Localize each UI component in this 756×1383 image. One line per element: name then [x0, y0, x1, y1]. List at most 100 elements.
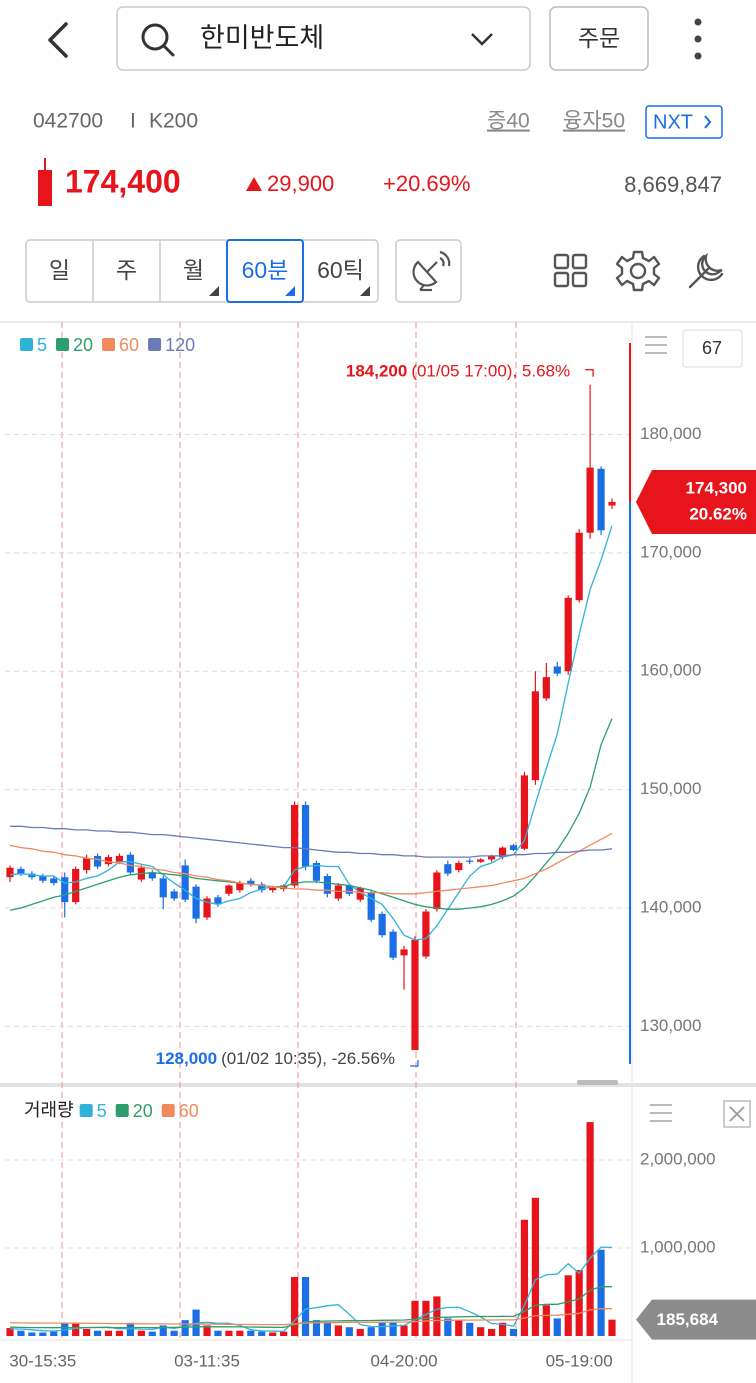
nxt-label[interactable]: NXT [653, 111, 693, 133]
candle-body [61, 877, 69, 903]
panel-menu[interactable] [650, 1104, 672, 1122]
volume-bar [542, 1305, 550, 1336]
settings-icon[interactable] [615, 250, 661, 292]
order-button-label[interactable]: 주문 [578, 25, 620, 51]
period-tab[interactable]: 주 [116, 257, 137, 283]
moving-average-line [10, 825, 613, 858]
candle-body [50, 878, 58, 884]
x-tick-label: 04-20:00 [370, 1351, 437, 1370]
more-menu[interactable] [694, 18, 702, 60]
x-tick-label: 30-15:35 [9, 1351, 76, 1370]
candle-body [258, 884, 266, 891]
scroll-handle[interactable] [577, 1080, 618, 1085]
legend-label: 20 [73, 335, 93, 355]
candle-body [225, 885, 233, 894]
panel-menu[interactable] [645, 336, 667, 354]
candle-body [444, 864, 452, 874]
volume-bar [72, 1322, 80, 1336]
legend-label: 5 [97, 1101, 107, 1121]
candle-body [477, 859, 485, 862]
period-tab[interactable]: 60분 [242, 257, 289, 283]
last-volume-label: 185,684 [657, 1310, 719, 1329]
tools-icon[interactable] [688, 252, 724, 289]
indicator-count[interactable]: 67 [702, 338, 722, 358]
candle-body [93, 855, 102, 867]
close-icon [729, 1106, 745, 1122]
volume-bar [104, 1330, 113, 1336]
x-tick-label: 05-19:00 [546, 1351, 613, 1370]
legend-swatch [115, 1104, 129, 1117]
up-arrow [246, 177, 262, 191]
candle-body [520, 775, 529, 849]
nxt-button[interactable] [645, 105, 723, 139]
stock-index: K200 [149, 110, 198, 133]
volume-bar [400, 1325, 408, 1336]
search-icon [162, 44, 175, 57]
order-button[interactable] [549, 6, 649, 71]
candle-body [192, 886, 200, 919]
volume-bar [126, 1322, 134, 1336]
candle-body [323, 876, 332, 894]
y-tick-label: 1,000,000 [640, 1237, 716, 1256]
volume-bar [389, 1322, 397, 1336]
candle-body [39, 876, 47, 881]
legend-swatch [79, 1104, 93, 1117]
volume-bar [345, 1327, 353, 1336]
candle-body [597, 468, 605, 531]
period-tab[interactable]: 60틱 [317, 257, 364, 283]
moving-average-line [9, 525, 613, 941]
volume-bar [477, 1327, 485, 1336]
tab-corner [209, 286, 219, 296]
last-volume-tag [636, 1299, 756, 1340]
volume-bar [93, 1330, 102, 1336]
volume-bar [367, 1327, 375, 1336]
volume-bar [356, 1328, 364, 1336]
volume-bar [455, 1320, 463, 1336]
volume-bar [148, 1331, 156, 1336]
volume-bar [564, 1275, 572, 1336]
tab-corner [285, 286, 295, 296]
volume-bar [498, 1322, 507, 1336]
period-tab[interactable]: 일 [49, 257, 70, 283]
stock-code: 042700 [33, 110, 103, 133]
volume-bar [137, 1330, 145, 1336]
volume-bar [531, 1197, 539, 1336]
period-tab[interactable]: 월 [183, 257, 204, 283]
nxt-chevron [704, 115, 712, 129]
volume-bar [203, 1325, 211, 1336]
candle-body [6, 867, 14, 878]
indicator-box[interactable] [682, 329, 743, 368]
search-text[interactable]: 한미반도체 [200, 23, 324, 53]
volume-bar [334, 1325, 342, 1336]
volume-bar [28, 1332, 36, 1336]
period-tabs: 일 주 월 60분 60틱 [25, 239, 379, 303]
candle-body [498, 847, 507, 858]
margin-rate[interactable]: 증40 [487, 110, 530, 133]
volume-bar [115, 1330, 124, 1336]
legend-label: 5 [37, 335, 47, 355]
volume-bar [553, 1318, 561, 1336]
y-tick-label: 160,000 [640, 661, 701, 680]
candle-body [269, 887, 277, 891]
volume-bar [520, 1219, 529, 1336]
candle-body [564, 597, 572, 672]
candle-body [126, 854, 134, 873]
candle-body [553, 666, 561, 674]
legend-title: 거래량 [24, 1100, 74, 1120]
legend-label: 60 [119, 335, 139, 355]
back-button[interactable] [48, 22, 68, 58]
dropdown-icon[interactable] [471, 33, 493, 46]
volume-bar [247, 1330, 255, 1336]
loan-rate[interactable]: 융자50 [563, 110, 625, 133]
annotation-detail: (01/02 10:35), -26.56% [221, 1050, 395, 1069]
candle-body [345, 885, 353, 894]
volume-bar [290, 1277, 299, 1336]
moving-average-line [9, 832, 613, 895]
candle-body [214, 897, 222, 905]
candle-body [290, 804, 299, 886]
search-box[interactable] [116, 6, 531, 71]
tab-selected [226, 239, 304, 303]
volume-bar [159, 1325, 167, 1336]
candle-body [83, 858, 91, 871]
layout-icon[interactable] [553, 253, 588, 288]
